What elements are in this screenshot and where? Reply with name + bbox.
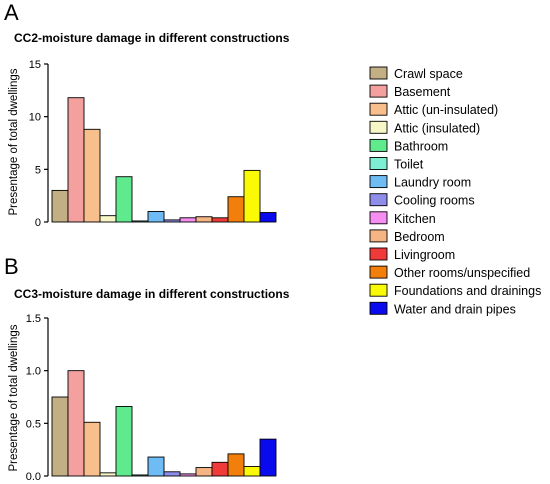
panel-b: B CC3-moisture damage in different const… bbox=[4, 254, 290, 483]
legend-swatch bbox=[369, 102, 388, 116]
legend-label: Water and drain pipes bbox=[394, 302, 516, 316]
legend-swatch bbox=[369, 301, 388, 315]
panel-b-y-tick-label: 1.0 bbox=[26, 366, 41, 378]
panel-b-bar-5 bbox=[115, 406, 133, 477]
legend-label: Cooling rooms bbox=[394, 194, 475, 208]
panel-b-bars bbox=[51, 370, 277, 477]
panel-a-y-tick-label: 15 bbox=[29, 59, 41, 71]
panel-a-bar-8 bbox=[163, 219, 181, 223]
panel-a-bar-2 bbox=[67, 97, 85, 223]
legend-label: Kitchen bbox=[394, 212, 436, 226]
panel-b-bar-6 bbox=[131, 474, 149, 477]
panel-a-y-tick-label: 5 bbox=[35, 164, 41, 176]
legend-label: Crawl space bbox=[394, 67, 463, 81]
panel-a-title: CC2-moisture damage in different constru… bbox=[14, 31, 290, 45]
legend-swatch bbox=[369, 120, 388, 134]
panel-b-bar-12 bbox=[227, 453, 245, 477]
legend-label: Bathroom bbox=[394, 139, 448, 153]
panel-b-bar-7 bbox=[147, 456, 165, 477]
panel-a-bars bbox=[51, 97, 277, 223]
panel-a-y-tick-label: 0 bbox=[35, 217, 41, 229]
panel-b-bar-14 bbox=[259, 438, 277, 477]
panel-a-bar-5 bbox=[115, 176, 133, 223]
panel-b-bar-2 bbox=[67, 370, 85, 477]
legend-label: Attic (insulated) bbox=[394, 121, 480, 135]
legend-label: Attic (un-insulated) bbox=[394, 103, 498, 117]
legend-swatch bbox=[369, 84, 388, 98]
panel-a-bar-14 bbox=[259, 212, 277, 223]
panel-a-bar-1 bbox=[51, 189, 69, 223]
panel-b-bar-10 bbox=[195, 467, 213, 477]
panel-b-bar-9 bbox=[179, 473, 197, 477]
legend-label: Basement bbox=[394, 85, 451, 99]
panel-b-title: CC3-moisture damage in different constru… bbox=[14, 287, 290, 301]
panel-a-y-tick-label: 10 bbox=[29, 112, 41, 124]
legend-label: Bedroom bbox=[394, 230, 445, 244]
panel-b-bar-1 bbox=[51, 396, 69, 477]
panel-a-bar-6 bbox=[131, 220, 149, 223]
legend-swatch bbox=[369, 175, 388, 189]
panel-a: A CC2-moisture damage in different const… bbox=[4, 0, 290, 229]
panel-a-y-axis-label: Presentage of total dwellings bbox=[8, 68, 20, 215]
legend-swatch bbox=[369, 211, 388, 225]
legend-swatch bbox=[369, 138, 388, 152]
panel-b-y-ticks: 0.0 0.5 1.0 1.5 bbox=[26, 313, 48, 483]
panel-a-bar-4 bbox=[99, 215, 117, 223]
panel-b-y-axis-label: Presentage of total dwellings bbox=[8, 324, 20, 471]
legend-swatch bbox=[369, 265, 388, 279]
legend-swatch bbox=[369, 247, 388, 261]
panel-b-y-tick-label: 0.5 bbox=[26, 418, 41, 430]
panel-b-bar-11 bbox=[211, 461, 229, 477]
legend-swatch bbox=[369, 193, 388, 207]
legend: Crawl space Basement Attic (un-insulated) A… bbox=[369, 66, 541, 316]
panel-b-bar-4 bbox=[99, 472, 117, 477]
panel-b-y-tick-label: 0.0 bbox=[26, 471, 41, 483]
panel-b-bar-13 bbox=[243, 466, 261, 477]
panel-a-bar-3 bbox=[83, 128, 101, 223]
legend-label: Foundations and drainings bbox=[394, 284, 541, 298]
legend-swatch bbox=[369, 157, 388, 170]
panel-b-bar-3 bbox=[83, 421, 101, 477]
legend-label: Other rooms/unspecified bbox=[394, 266, 530, 280]
panel-b-bar-8 bbox=[163, 471, 181, 477]
panel-a-bar-9 bbox=[179, 217, 197, 223]
panel-a-bar-13 bbox=[243, 169, 261, 223]
panel-b-y-tick-label: 1.5 bbox=[26, 313, 41, 325]
legend-label: Livingroom bbox=[394, 248, 455, 262]
panel-a-y-ticks: 0 5 10 15 bbox=[29, 59, 48, 229]
panel-a-letter: A bbox=[4, 0, 19, 25]
legend-label: Toilet bbox=[394, 158, 424, 172]
panel-b-letter: B bbox=[4, 254, 19, 279]
panel-a-bar-10 bbox=[195, 216, 213, 223]
legend-label: Laundry room bbox=[394, 176, 471, 190]
panel-a-bar-11 bbox=[211, 217, 229, 223]
legend-swatch bbox=[369, 283, 388, 297]
legend-swatch bbox=[369, 229, 388, 243]
panel-a-bar-12 bbox=[227, 196, 245, 223]
panel-a-bar-7 bbox=[147, 211, 165, 223]
legend-swatch bbox=[369, 66, 388, 80]
